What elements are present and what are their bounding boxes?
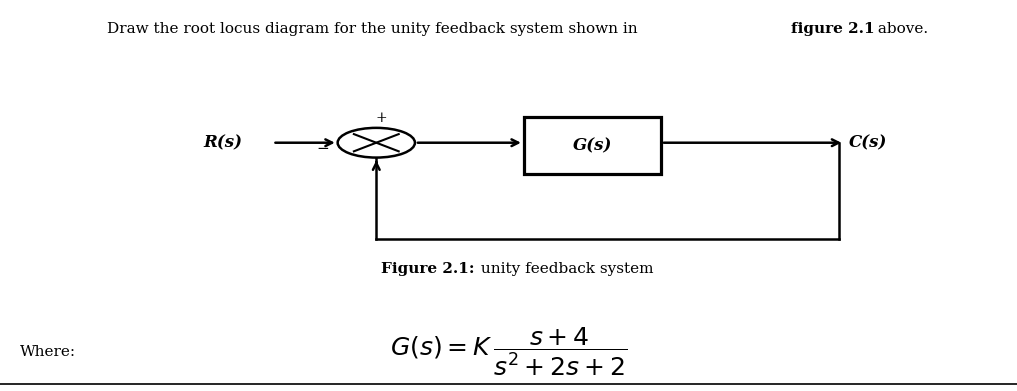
Text: above.: above.	[873, 22, 928, 36]
Text: G(s): G(s)	[573, 137, 612, 154]
Text: $\mathit{G(s)} = K\,\dfrac{s+4}{s^2+2s+2}$: $\mathit{G(s)} = K\,\dfrac{s+4}{s^2+2s+2…	[390, 326, 627, 378]
Text: Figure 2.1:: Figure 2.1:	[381, 262, 475, 276]
Text: +: +	[375, 111, 387, 125]
Text: R(s): R(s)	[203, 134, 242, 151]
Text: figure 2.1: figure 2.1	[791, 22, 875, 36]
Text: C(s): C(s)	[849, 134, 888, 151]
Text: Where:: Where:	[20, 345, 76, 359]
Text: −: −	[316, 142, 330, 156]
Text: unity feedback system: unity feedback system	[476, 262, 654, 276]
Text: Draw the root locus diagram for the unity feedback system shown in: Draw the root locus diagram for the unit…	[107, 22, 643, 36]
